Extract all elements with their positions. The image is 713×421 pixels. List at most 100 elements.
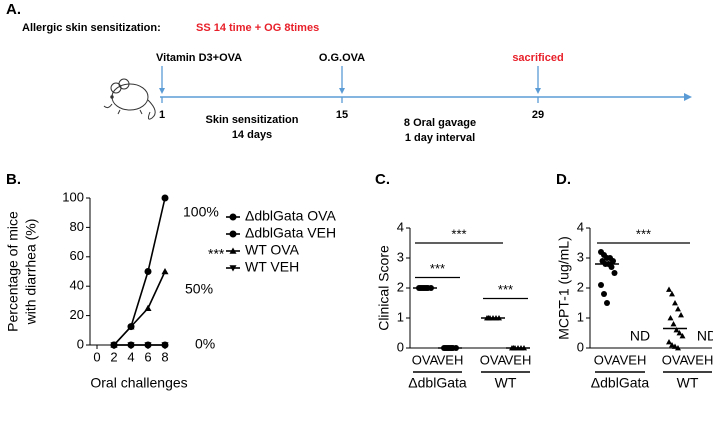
y-tick-label: 80: [70, 219, 84, 234]
group-label: WT: [677, 375, 699, 391]
legend-label: ΔdblGata VEH: [245, 225, 336, 241]
phase-label: 14 days: [232, 129, 272, 141]
y-tick-label: 1: [577, 309, 584, 324]
event-day: 29: [532, 109, 544, 121]
y-tick-label: 1: [397, 309, 404, 324]
group-label: ΔdblGata: [591, 375, 650, 391]
x-tick-label: 8: [161, 349, 168, 364]
data-point: [611, 270, 618, 276]
timeline-title: Allergic skin sensitization:: [22, 22, 161, 34]
y-tick-label: 2: [577, 279, 584, 294]
panel-label: D.: [556, 171, 571, 188]
significance-label: ***: [451, 226, 466, 241]
data-point: [672, 300, 678, 306]
event-label: O.G.OVA: [319, 52, 365, 64]
event-arrowhead: [159, 88, 165, 94]
timeline-highlight: SS 14 time + OG 8times: [196, 22, 319, 34]
y-tick-label: 0: [397, 339, 404, 354]
x-tick-label: OVA: [594, 352, 621, 367]
legend-label: WT VEH: [245, 259, 299, 275]
data-point: [678, 312, 684, 318]
data-point: [161, 194, 169, 202]
series-line: [113, 197, 166, 346]
y-tick-label: 40: [70, 278, 84, 293]
data-point: [610, 258, 616, 264]
event-day: 1: [159, 109, 165, 121]
phase-label: Skin sensitization: [206, 114, 299, 126]
group-label: WT: [495, 375, 517, 391]
panel-label: C.: [375, 171, 390, 188]
x-tick-label: VEH: [620, 352, 647, 367]
data-point: [127, 342, 135, 349]
y-axis-label: Percentage of mice: [5, 211, 21, 332]
data-point: [675, 345, 681, 351]
data-point: [679, 333, 686, 339]
data-point: [601, 291, 607, 297]
series-line: [113, 271, 166, 346]
event-label: sacrificed: [512, 52, 563, 64]
annotation: 0%: [195, 336, 215, 352]
value-label: ND: [697, 328, 713, 344]
x-tick-label: OVA: [480, 352, 507, 367]
x-tick-label: 2: [110, 349, 117, 364]
x-tick-label: 4: [127, 349, 134, 364]
significance-label: ***: [498, 282, 513, 297]
y-axis-label: with diarrhea (%): [23, 219, 39, 326]
legend-marker: [229, 213, 237, 221]
data-point: [608, 264, 615, 270]
value-label: ND: [630, 328, 650, 344]
y-tick-label: 100: [62, 189, 84, 204]
x-tick-label: VEH: [505, 352, 532, 367]
panel-label: B.: [6, 171, 21, 188]
data-point: [667, 315, 674, 321]
y-tick-label: 4: [397, 219, 404, 234]
x-tick-label: OVA: [412, 352, 439, 367]
data-point: [666, 286, 672, 292]
mouse-icon: [103, 78, 156, 120]
y-tick-label: 4: [577, 219, 584, 234]
y-tick-label: 3: [577, 249, 584, 264]
panel-label: A.: [6, 1, 21, 18]
legend-marker: [229, 247, 237, 254]
annotation: ***: [208, 246, 225, 262]
data-point: [670, 321, 677, 327]
x-tick-label: 6: [144, 349, 151, 364]
group-label: ΔdblGata: [408, 375, 467, 391]
data-point: [144, 268, 152, 275]
y-tick-label: 3: [397, 249, 404, 264]
legend-marker: [229, 230, 237, 238]
annotation: 50%: [185, 281, 213, 297]
y-tick-label: 60: [70, 248, 84, 263]
x-tick-label: VEH: [687, 352, 713, 367]
x-tick-label: VEH: [437, 352, 464, 367]
data-point: [144, 342, 152, 349]
data-point: [675, 306, 681, 312]
data-point: [604, 300, 610, 306]
data-point: [127, 323, 135, 330]
y-tick-label: 0: [577, 339, 584, 354]
data-point: [672, 343, 678, 349]
y-axis-label: MCPT-1 (ug/mL): [556, 236, 572, 339]
phase-label: 1 day interval: [405, 132, 475, 144]
event-arrowhead: [535, 88, 541, 94]
legend-label: WT OVA: [245, 242, 300, 258]
x-tick-label: 0: [93, 349, 100, 364]
event-arrowhead: [339, 88, 345, 94]
phase-label: 8 Oral gavage: [404, 117, 476, 129]
data-point: [676, 330, 683, 336]
data-point: [666, 339, 672, 345]
data-point: [161, 268, 169, 275]
event-day: 15: [336, 109, 348, 121]
data-point: [669, 291, 675, 297]
legend-marker: [229, 265, 237, 272]
x-axis-label: Oral challenges: [90, 375, 187, 391]
y-tick-label: 20: [70, 307, 84, 322]
significance-label: ***: [636, 226, 651, 241]
data-point: [144, 304, 152, 312]
data-point: [598, 282, 604, 288]
event-label: Vitamin D3+OVA: [156, 52, 242, 64]
data-point: [110, 342, 118, 349]
y-tick-label: 2: [397, 279, 404, 294]
legend-label: ΔdblGata OVA: [245, 208, 336, 224]
